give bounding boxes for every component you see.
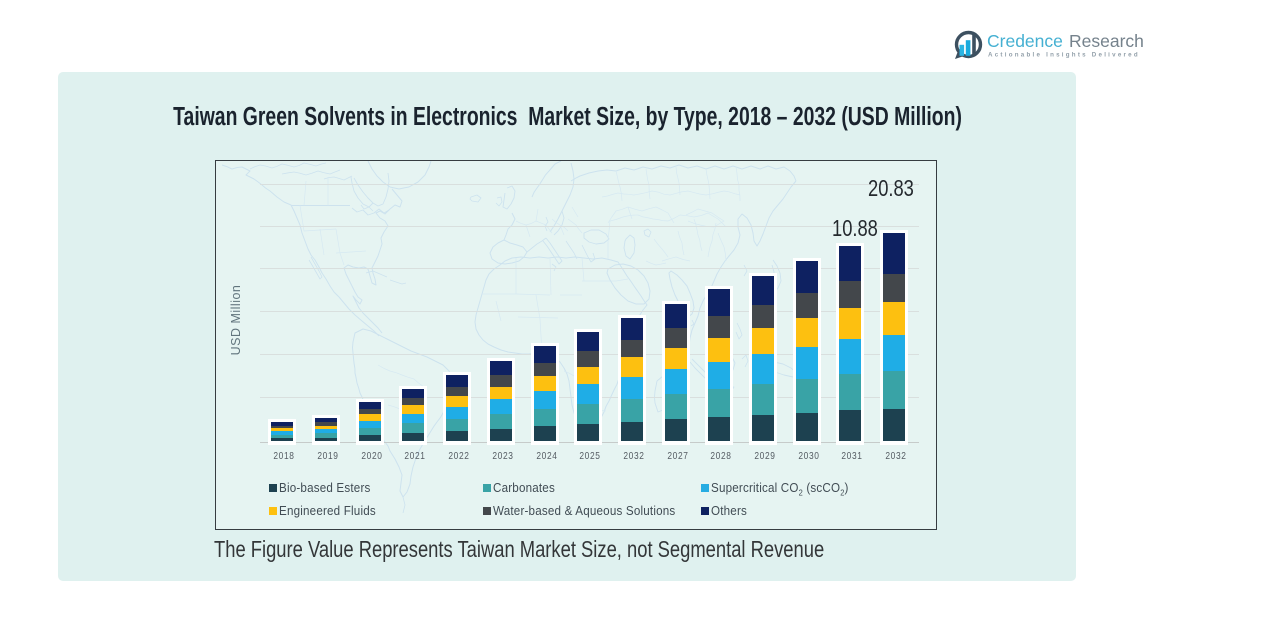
svg-text:Credence: Credence <box>987 31 1063 51</box>
svg-text:Research: Research <box>1069 31 1144 51</box>
svg-text:Actionable Insights Delivered: Actionable Insights Delivered <box>988 51 1140 58</box>
